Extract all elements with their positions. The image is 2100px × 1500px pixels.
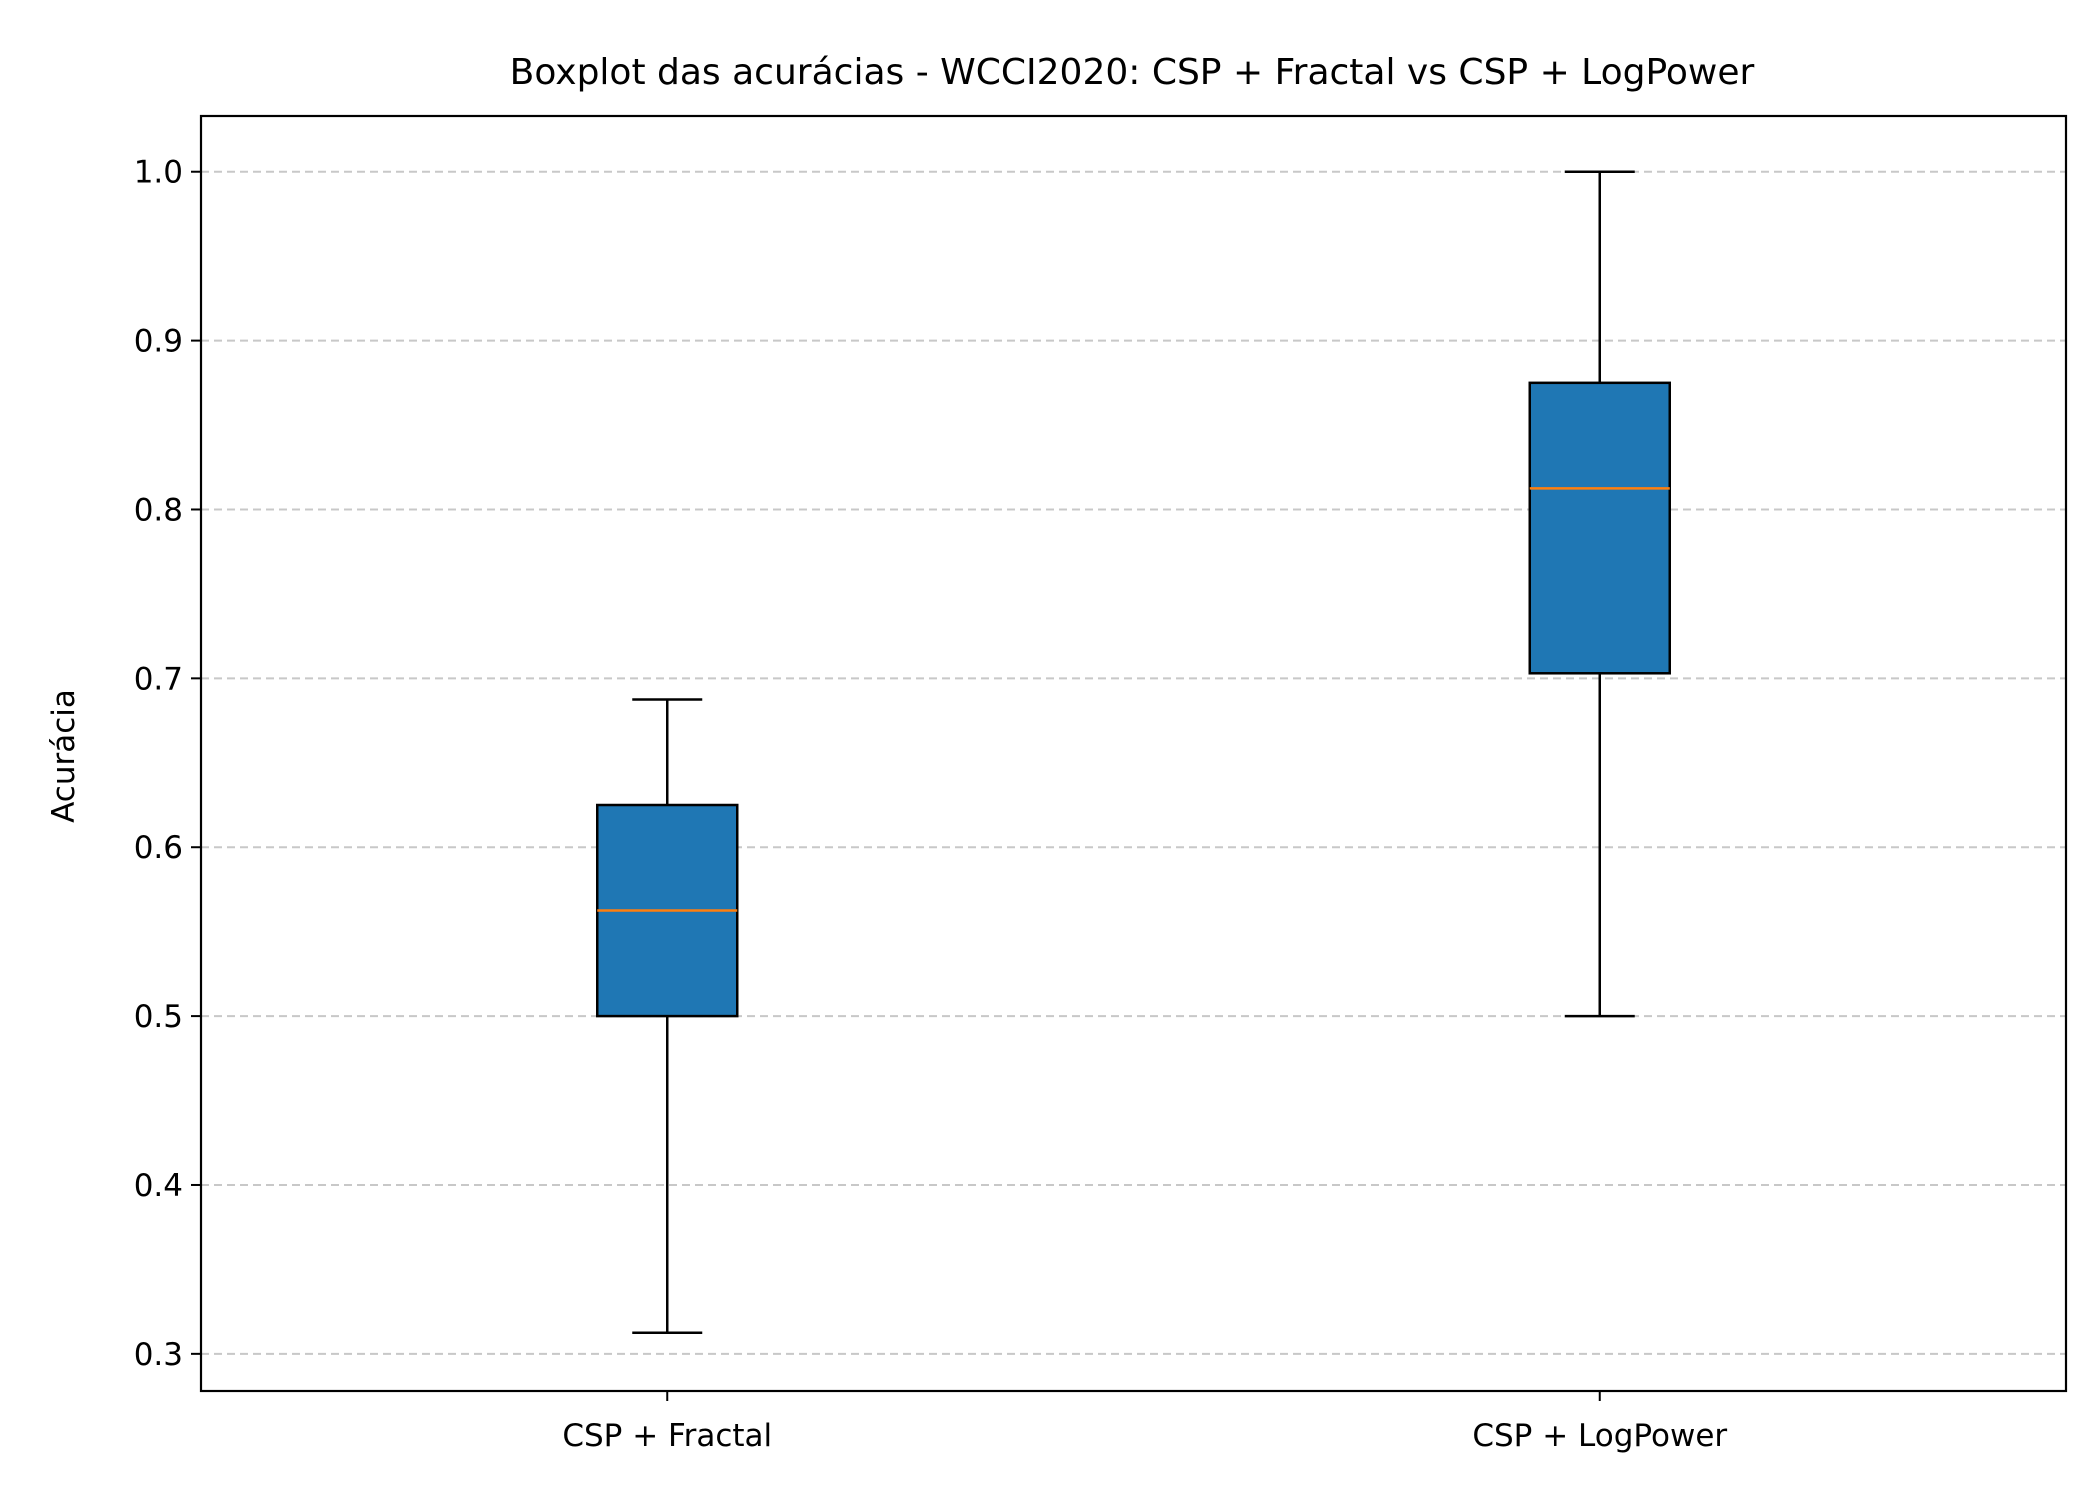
box-group xyxy=(596,698,739,1334)
iqr-box xyxy=(1528,381,1671,675)
box-group xyxy=(1528,170,1671,1018)
boxes xyxy=(596,170,1671,1334)
axis-ticks: 0.3 0.4 0.5 0.6 0.7 0.8 0.9 1.0 CSP + Fractal CSP… xyxy=(134,155,1728,1454)
y-tick-label: 0.6 xyxy=(134,830,183,866)
plot-frame xyxy=(199,114,2068,1393)
y-tick-label: 0.7 xyxy=(134,661,183,697)
y-tick-label: 1.0 xyxy=(134,155,183,191)
y-tick-label: 0.3 xyxy=(134,1337,183,1373)
y-tick-label: 0.9 xyxy=(134,324,183,360)
grid-lines xyxy=(201,170,2066,1355)
y-tick-label: 0.4 xyxy=(134,1168,183,1204)
y-axis-label: Acurácia xyxy=(46,689,82,823)
y-tick-label: 0.5 xyxy=(134,999,183,1035)
chart-title: Boxplot das acurácias - WCCI2020: CSP + … xyxy=(510,52,1755,93)
x-tick-label: CSP + LogPower xyxy=(1472,1418,1727,1454)
x-tick-label: CSP + Fractal xyxy=(562,1418,772,1454)
y-tick-label: 0.8 xyxy=(134,492,183,528)
